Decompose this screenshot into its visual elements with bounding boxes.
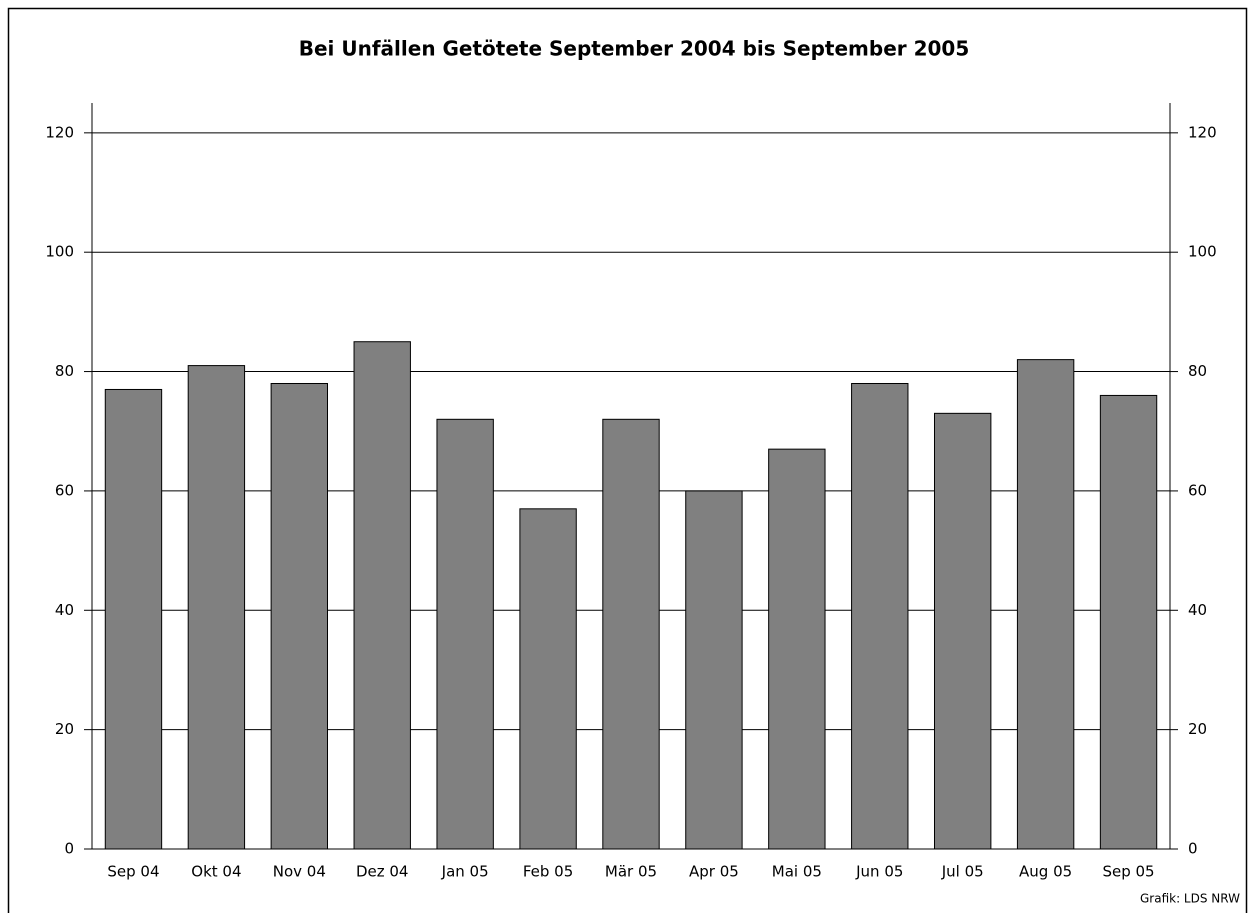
x-tick-label: Sep 05: [1102, 863, 1154, 881]
y-tick-label: 0: [64, 840, 74, 858]
bar: [685, 490, 743, 850]
bar: [933, 412, 992, 850]
x-tick-label: Dez 04: [356, 863, 409, 881]
y-tick-label: 120: [45, 123, 74, 141]
y-tick-label: 20: [55, 720, 74, 738]
bar: [851, 382, 909, 850]
x-tick-label: Jul 05: [941, 863, 984, 881]
x-tick-label: Mär 05: [605, 863, 657, 881]
bar: [187, 365, 246, 850]
source-note: Grafik: LDS NRW: [1140, 892, 1240, 906]
bar: [270, 382, 329, 850]
y-tick-label: 80: [55, 362, 74, 380]
bar: [436, 418, 494, 850]
y-tick-label: 100: [45, 243, 74, 261]
frame: [7, 7, 1248, 913]
bar: [768, 448, 826, 850]
bar: [104, 388, 163, 850]
y2-tick-label: 120: [1188, 123, 1217, 141]
bar: [1099, 394, 1158, 850]
y2-tick-label: 0: [1188, 840, 1198, 858]
y2-tick-label: 60: [1188, 481, 1207, 499]
y-tick-label: 40: [55, 601, 74, 619]
bar: [353, 341, 411, 850]
x-tick-label: Jun 05: [855, 863, 903, 881]
x-tick-label: Aug 05: [1019, 863, 1072, 881]
x-tick-label: Okt 04: [191, 863, 241, 881]
y2-tick-label: 40: [1188, 601, 1207, 619]
x-tick-label: Apr 05: [689, 863, 739, 881]
bar: [519, 508, 577, 850]
x-tick-label: Feb 05: [523, 863, 573, 881]
chart-title: Bei Unfällen Getötete September 2004 bis…: [299, 37, 970, 61]
y2-tick-label: 100: [1188, 243, 1217, 261]
bar: [1016, 359, 1075, 850]
y2-tick-label: 20: [1188, 720, 1207, 738]
bar: [602, 418, 660, 850]
x-tick-label: Mai 05: [772, 863, 822, 881]
x-tick-label: Nov 04: [273, 863, 326, 881]
x-tick-label: Jan 05: [441, 863, 489, 881]
y-tick-label: 60: [55, 481, 74, 499]
x-tick-label: Sep 04: [107, 863, 159, 881]
y2-tick-label: 80: [1188, 362, 1207, 380]
